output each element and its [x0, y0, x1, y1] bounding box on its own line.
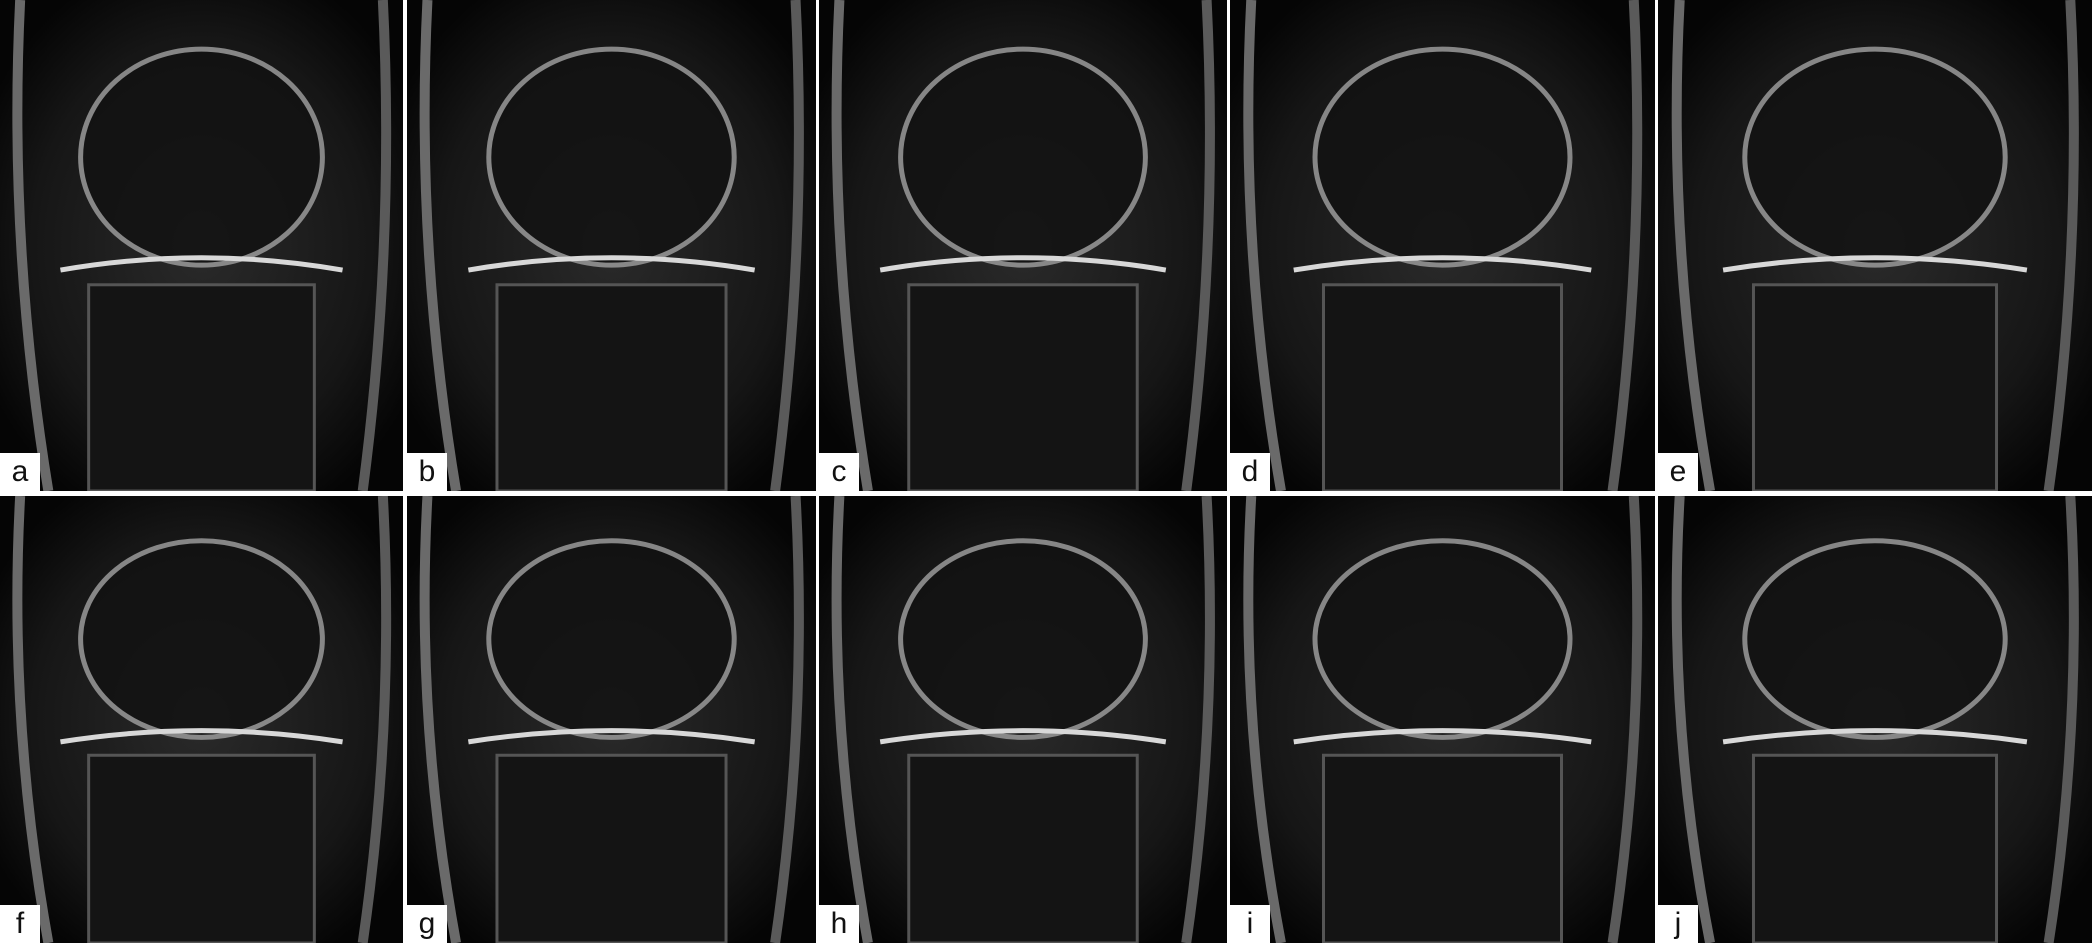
panel-label: a: [0, 453, 40, 491]
mri-image: [0, 496, 403, 943]
panel-label: d: [1230, 453, 1270, 491]
panel-label: j: [1658, 905, 1698, 943]
mri-panel: d: [1230, 0, 1655, 491]
panel-label: f: [0, 905, 40, 943]
panel-label: i: [1230, 905, 1270, 943]
mri-panel: j: [1658, 496, 2092, 943]
mri-image: [1658, 496, 2092, 943]
mri-panel: e: [1658, 0, 2092, 491]
panel-label: b: [407, 453, 447, 491]
mri-image: [1230, 496, 1655, 943]
panel-label: g: [407, 905, 447, 943]
mri-panel: f: [0, 496, 403, 943]
mri-panel: i: [1230, 496, 1655, 943]
mri-image: [1658, 0, 2092, 491]
panel-label: e: [1658, 453, 1698, 491]
mri-image: [819, 0, 1227, 491]
mri-panel: b: [407, 0, 816, 491]
mri-image: [819, 496, 1227, 943]
mri-image: [407, 0, 816, 491]
panel-label: h: [819, 905, 859, 943]
mri-panel: h: [819, 496, 1227, 943]
mri-image: [407, 496, 816, 943]
panel-label: c: [819, 453, 859, 491]
mri-panel: c: [819, 0, 1227, 491]
mri-image: [1230, 0, 1655, 491]
mri-panel: g: [407, 496, 816, 943]
mri-image: [0, 0, 403, 491]
mri-panel: a: [0, 0, 403, 491]
